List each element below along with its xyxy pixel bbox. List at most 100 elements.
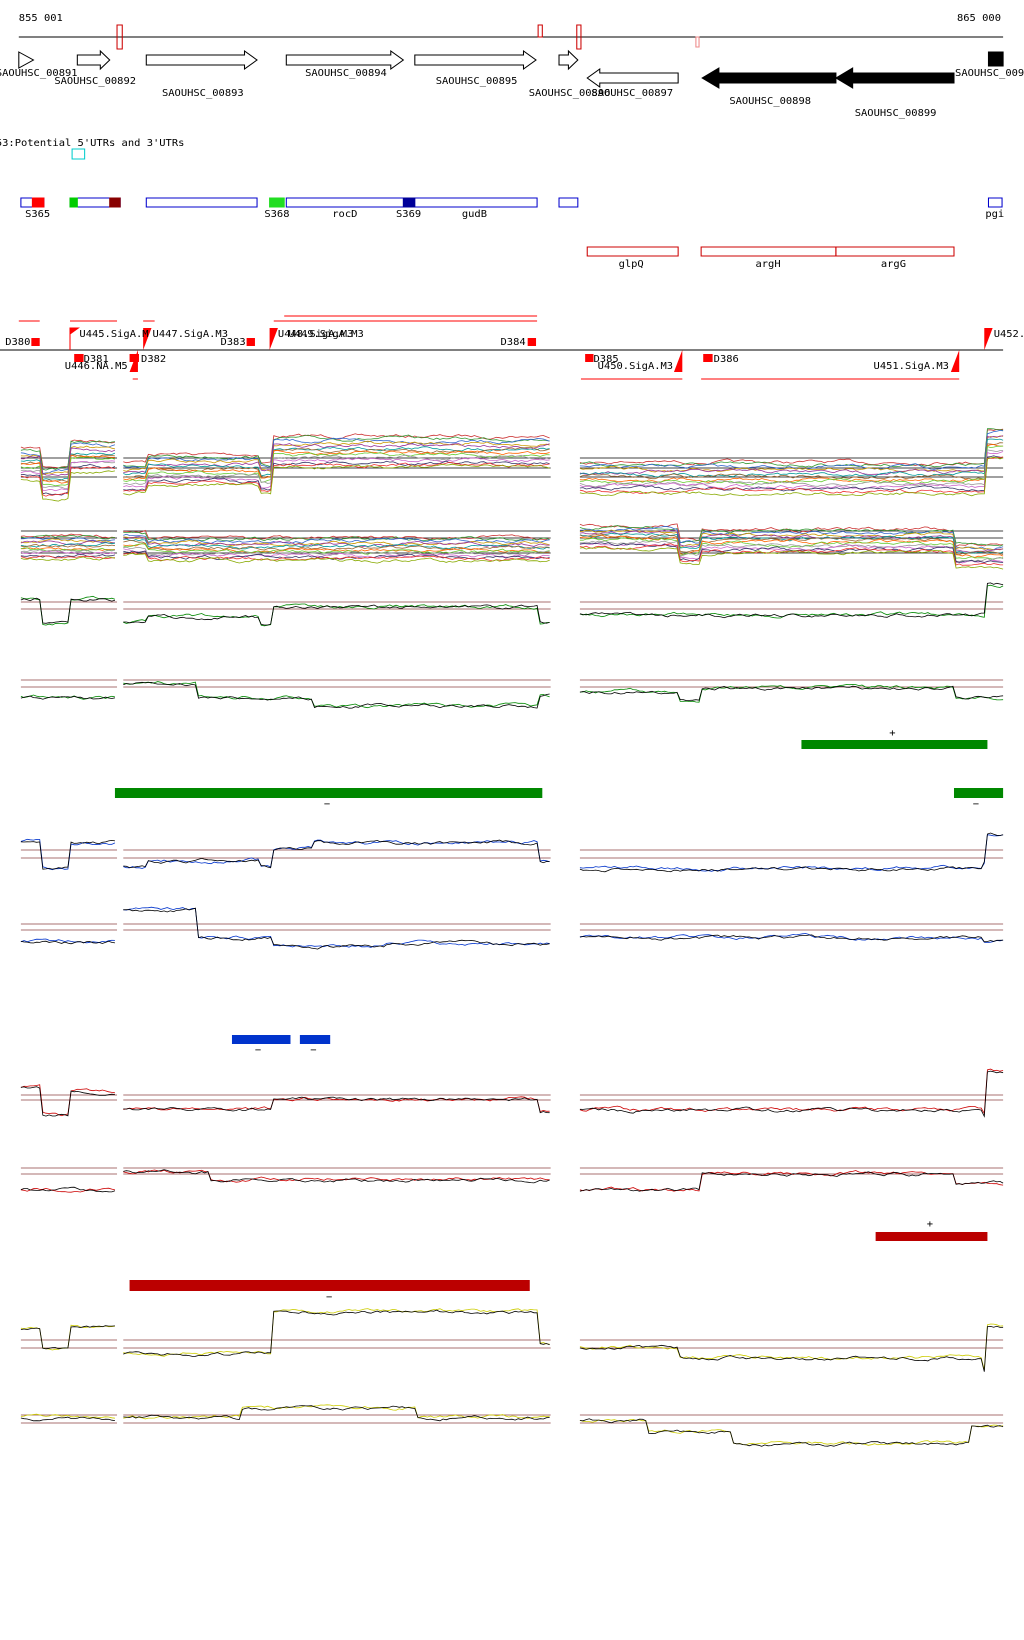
signal-trace	[123, 551, 550, 562]
signal-trace	[20, 554, 116, 558]
promoter-track	[0, 315, 1004, 380]
signal-trace	[20, 533, 116, 539]
gene-label: SAOUHSC_00893	[162, 88, 244, 99]
signal-trace	[123, 434, 550, 468]
signal-trace	[123, 443, 550, 473]
signal-trace	[20, 447, 116, 476]
signal-trace	[20, 1187, 116, 1193]
promoter-label: U451.SigA.M3	[874, 361, 949, 372]
promoter-label: D386	[714, 354, 739, 365]
strand: +	[889, 728, 895, 739]
signal-trace	[579, 832, 1004, 873]
signal-trace	[579, 525, 1004, 547]
feature-label: pgi	[985, 209, 1004, 220]
signal-trace	[20, 1413, 115, 1419]
signal-trace	[123, 536, 550, 547]
promoter-label: U450.SigA.M3	[598, 361, 673, 372]
ruler-label: 855 001	[19, 13, 63, 24]
gene-label: SAOUHSC_00891	[0, 68, 78, 79]
gene-label: SAOUHSC_00896	[529, 88, 611, 99]
strand: −	[973, 799, 979, 810]
signal-trace	[579, 542, 1004, 563]
gene-arrows	[18, 49, 1004, 89]
signal-trace	[579, 429, 1004, 470]
signal-trace	[123, 529, 550, 541]
signal-trace	[579, 456, 1004, 497]
signal-trace	[579, 534, 1004, 558]
signal-trace	[579, 834, 1004, 872]
signal-trace	[123, 1405, 550, 1422]
strand: −	[310, 1045, 316, 1056]
signal-trace	[123, 543, 550, 555]
promoter-label: U452.	[994, 329, 1024, 340]
signal-trace	[20, 1186, 116, 1193]
signal-trace	[20, 1325, 115, 1350]
signal-trace	[579, 435, 1004, 476]
signal-trace	[20, 466, 116, 497]
signal-trace	[20, 542, 116, 548]
promoter-label: D380	[5, 337, 30, 348]
signal-trace	[20, 839, 116, 870]
promoter-label: U447.SigA.M3	[153, 329, 228, 340]
promoter-label: U445.SigA.M	[79, 329, 148, 340]
signal-trace	[20, 838, 116, 871]
signal-trace	[20, 534, 115, 540]
signal-trace	[20, 547, 115, 551]
signal-trace	[20, 538, 116, 544]
strand: +	[927, 1219, 933, 1230]
traces	[20, 428, 1004, 1447]
signal-trace	[579, 1325, 1004, 1372]
signal-trace	[123, 550, 550, 561]
signal-trace	[579, 933, 1004, 944]
signal-trace	[123, 449, 550, 481]
signal-trace	[123, 906, 550, 948]
signal-trace	[20, 540, 115, 546]
promoter-label: D384	[501, 337, 526, 348]
gene-label: SAOUHSC_00898	[729, 96, 811, 107]
signal-trace	[123, 457, 550, 489]
signal-trace	[579, 685, 1004, 702]
signal-trace	[20, 470, 116, 502]
bars	[114, 740, 1004, 1291]
signal-trace	[20, 456, 116, 487]
gene-label: SAOUHSC_00892	[54, 76, 136, 87]
gene-label: SAOUHSC_00894	[305, 68, 387, 79]
promoter-label: D385	[594, 354, 619, 365]
signal-trace	[579, 684, 1004, 703]
signal-trace	[20, 550, 116, 555]
signal-trace	[123, 839, 550, 869]
signal-trace	[579, 1418, 1004, 1447]
feature-label: rocD	[332, 209, 357, 220]
signal-trace	[20, 694, 116, 700]
signal-trace	[123, 548, 550, 559]
signal-trace	[20, 549, 116, 555]
signal-trace	[123, 460, 550, 491]
signal-trace	[579, 533, 1004, 556]
signal-trace	[579, 428, 1004, 468]
feature-label: S368	[264, 209, 289, 220]
signal-trace	[123, 538, 550, 550]
promoter-label: U448.SigA.M3	[278, 329, 353, 340]
signal-trace	[123, 454, 550, 486]
promoter-label: U449.SigA.M3	[288, 329, 363, 340]
signal-trace	[123, 681, 550, 709]
signal-trace	[123, 437, 550, 469]
signal-trace	[579, 442, 1004, 480]
strand: −	[255, 1045, 261, 1056]
signal-trace	[123, 446, 550, 477]
signal-trace	[579, 529, 1004, 553]
signal-trace	[123, 461, 550, 493]
signal-trace	[123, 552, 550, 564]
signal-trace	[20, 537, 115, 542]
promoter-label: D381	[84, 354, 109, 365]
promoter-label: D383	[220, 337, 245, 348]
gene-label: SAOUHSC_00899	[855, 108, 937, 119]
strand: −	[324, 799, 330, 810]
gene-label: SAOUHSC_00897	[591, 88, 673, 99]
signal-trace	[123, 1308, 550, 1357]
signal-trace	[123, 463, 550, 496]
signal-trace	[123, 1096, 550, 1113]
signal-trace	[123, 546, 550, 557]
